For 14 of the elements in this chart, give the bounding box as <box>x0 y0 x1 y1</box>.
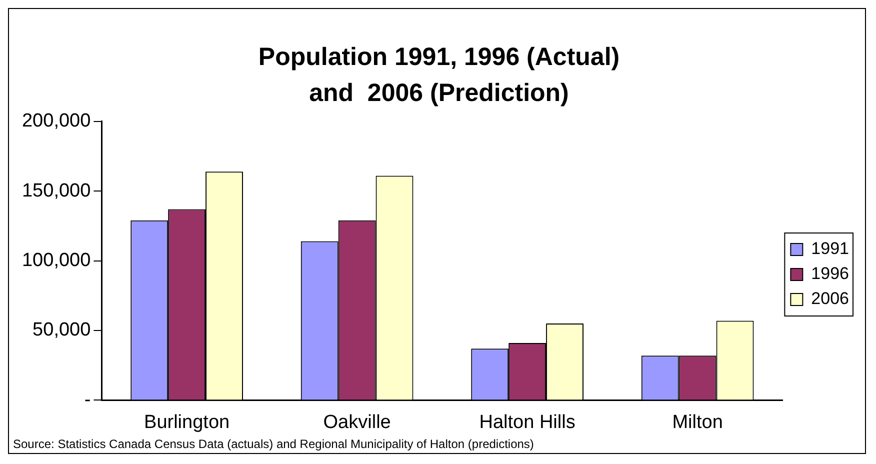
x-tick-label: Oakville <box>323 412 391 433</box>
legend-label: 1996 <box>811 264 850 284</box>
x-tick-label: Burlington <box>144 412 230 433</box>
legend-label: 1991 <box>811 239 850 258</box>
y-tick-label: - <box>84 389 91 410</box>
y-tick-label: 150,000 <box>22 180 91 202</box>
x-tick-label: Halton Hills <box>479 412 576 433</box>
y-tick-label: 100,000 <box>22 250 91 272</box>
x-tick-label: Milton <box>672 412 723 433</box>
source-note: Source: Statistics Canada Census Data (actuals) and Regional Municipality of Halton (predictions) <box>13 437 534 451</box>
chart-title: Population 1991, 1996 (Actual) and 2006 (Prediction) <box>257 42 621 109</box>
y-tick-label: 200,000 <box>22 110 91 132</box>
y-tick-label: 50,000 <box>32 320 91 341</box>
legend-label: 2006 <box>811 289 850 308</box>
